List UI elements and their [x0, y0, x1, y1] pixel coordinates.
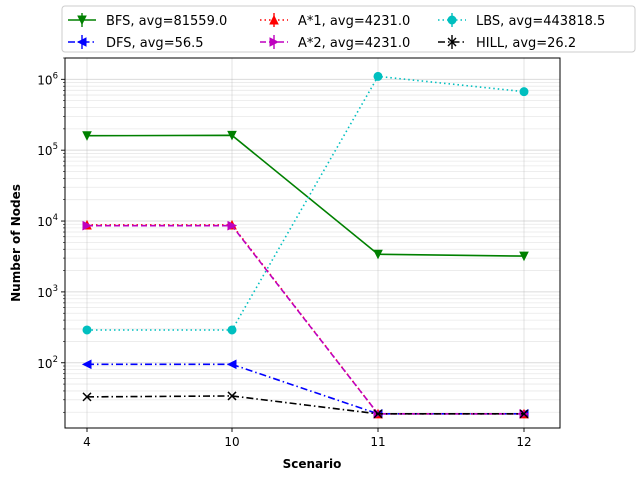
- legend-entry: DFS, avg=56.5: [68, 35, 204, 51]
- x-tick-label: 11: [370, 435, 385, 449]
- series-point: [227, 325, 237, 335]
- legend-marker: [76, 37, 87, 47]
- legend-label: A*2, avg=4231.0: [298, 36, 410, 51]
- series-point: [227, 130, 237, 141]
- series-line: [87, 224, 524, 415]
- series-point: [227, 220, 238, 231]
- series-lines: [81, 71, 530, 419]
- legend: BFS, avg=81559.0 DFS, avg=56.5 A*1, avg=42…: [61, 5, 636, 53]
- plot-frame: [64, 57, 561, 429]
- y-tick-label: 102: [37, 355, 58, 371]
- series-point: [519, 251, 529, 262]
- axis-ticks: 4 10 11 12 102 103 104 105 106: [37, 57, 532, 449]
- series-point: [373, 409, 383, 419]
- series-line: [87, 363, 524, 415]
- series-point: [82, 131, 92, 141]
- series-point: [81, 359, 92, 370]
- legend-label: LBS, avg=443818.5: [476, 14, 605, 29]
- series-5: [82, 391, 529, 419]
- y-tick-label: 103: [37, 284, 58, 300]
- series-4: [82, 71, 529, 335]
- legend-marker: [447, 37, 457, 47]
- legend-marker: [77, 15, 87, 26]
- series-point: [227, 391, 237, 401]
- series-point: [519, 409, 529, 419]
- legend-entry: HILL, avg=26.2: [438, 35, 576, 51]
- series-1: [81, 359, 529, 419]
- series-line: [87, 75, 525, 331]
- legend-label: A*1, avg=4231.0: [298, 14, 410, 29]
- x-tick-label: 4: [83, 435, 91, 449]
- series-point: [82, 392, 92, 402]
- legend-marker: [447, 15, 457, 25]
- series-point: [373, 249, 383, 260]
- x-axis-label: Scenario: [283, 457, 342, 471]
- legend-marker: [269, 14, 279, 25]
- series-point: [373, 71, 383, 81]
- legend-entry: A*1, avg=4231.0: [260, 13, 410, 29]
- series-point: [82, 220, 93, 231]
- legend-marker: [269, 37, 280, 47]
- series-point: [226, 359, 237, 370]
- legend-entry: LBS, avg=443818.5: [438, 13, 605, 29]
- series-0: [82, 130, 529, 262]
- legend-label: BFS, avg=81559.0: [106, 14, 227, 29]
- x-tick-label: 12: [516, 435, 531, 449]
- legend-entry: BFS, avg=81559.0: [68, 13, 227, 29]
- series-point: [519, 87, 529, 97]
- y-tick-label: 106: [37, 71, 58, 87]
- legend-box: [61, 5, 636, 53]
- series-line: [86, 134, 525, 257]
- legend-label: HILL, avg=26.2: [476, 36, 576, 51]
- x-tick-label: 10: [224, 435, 239, 449]
- y-tick-label: 105: [37, 142, 58, 158]
- series-line: [86, 395, 524, 415]
- series-point: [82, 325, 92, 335]
- grid-lines: [65, 57, 560, 428]
- y-tick-label: 104: [37, 213, 58, 229]
- legend-label: DFS, avg=56.5: [106, 36, 204, 51]
- legend-entry: A*2, avg=4231.0: [260, 35, 410, 51]
- y-axis-label: Number of Nodes: [9, 184, 23, 302]
